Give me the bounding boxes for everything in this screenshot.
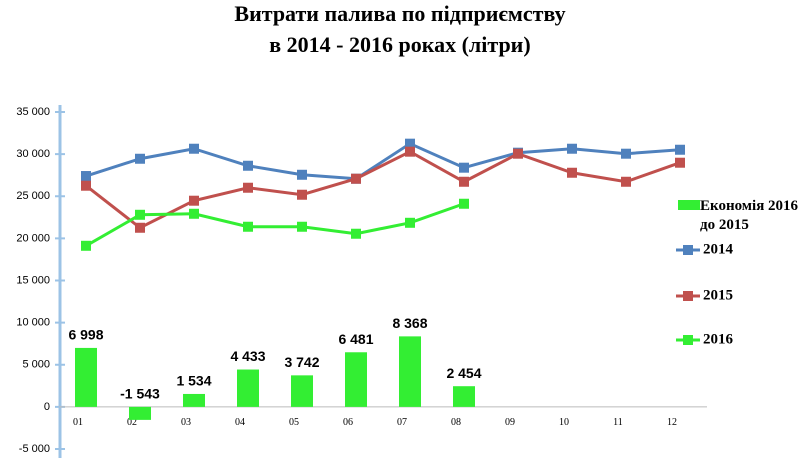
point <box>135 209 145 220</box>
y-tick-label: 35 000 <box>16 106 50 118</box>
x-tick-label: 12 <box>667 417 677 428</box>
y-tick-label: -5 000 <box>19 443 50 455</box>
data-label: -1 543 <box>120 386 160 402</box>
legend-marker <box>683 245 693 255</box>
data-label: 6 481 <box>338 331 373 347</box>
bar <box>291 375 313 407</box>
point <box>567 167 577 178</box>
point <box>297 221 307 232</box>
line <box>85 141 681 181</box>
point <box>459 162 469 173</box>
point <box>459 198 469 209</box>
point <box>513 148 523 159</box>
x-tick-label: 04 <box>235 417 245 428</box>
legend-label: 2015 <box>703 287 733 303</box>
x-tick-label: 05 <box>289 417 299 428</box>
line <box>85 202 465 248</box>
point <box>621 148 631 159</box>
x-tick-label: 06 <box>343 417 353 428</box>
y-tick-label: 0 <box>44 401 50 413</box>
bar <box>345 352 367 407</box>
legend-marker <box>683 335 693 345</box>
point <box>459 176 469 187</box>
bar <box>129 406 151 420</box>
point <box>405 146 415 157</box>
x-tick-label: 09 <box>505 417 515 428</box>
point <box>675 144 685 155</box>
data-label: 4 433 <box>230 348 265 364</box>
y-tick-label: 20 000 <box>16 232 50 244</box>
data-label: 1 534 <box>176 373 211 389</box>
x-tick-label: 02 <box>127 417 137 428</box>
data-label: 6 998 <box>68 327 103 343</box>
point <box>351 228 361 239</box>
point <box>189 143 199 154</box>
point <box>135 153 145 164</box>
point <box>351 173 361 184</box>
bar <box>75 347 97 407</box>
point <box>567 143 577 154</box>
y-tick-label: 25 000 <box>16 190 50 202</box>
point <box>675 157 685 168</box>
data-label: 3 742 <box>284 354 319 370</box>
legend-marker <box>683 291 693 301</box>
data-label: 8 368 <box>392 315 427 331</box>
point <box>297 169 307 180</box>
y-tick-label: 10 000 <box>16 317 50 329</box>
point <box>621 176 631 187</box>
point <box>189 195 199 206</box>
x-tick-label: 03 <box>181 417 191 428</box>
data-label: 2 454 <box>446 365 481 381</box>
legend-label: 2016 <box>703 331 734 347</box>
line <box>85 149 681 230</box>
x-tick-label: 07 <box>397 417 407 428</box>
point <box>405 217 415 228</box>
legend-label: Економія 2016 до 2015 <box>700 198 799 233</box>
x-tick-label: 11 <box>613 417 623 428</box>
legend-label: 2014 <box>703 241 734 257</box>
point <box>81 171 91 182</box>
y-tick-label: 15 000 <box>16 274 50 286</box>
point <box>405 138 415 149</box>
x-tick-label: 08 <box>451 417 461 428</box>
point <box>189 208 199 219</box>
point <box>81 240 91 251</box>
bar <box>237 369 259 407</box>
chart-subtitle: в 2014 - 2016 роках (літри) <box>269 32 530 57</box>
point <box>297 189 307 200</box>
bar <box>183 393 205 407</box>
bar <box>399 336 421 407</box>
y-tick-label: 5 000 <box>22 359 50 371</box>
bar <box>453 386 475 407</box>
point <box>243 221 253 232</box>
x-tick-label: 10 <box>559 417 569 428</box>
point <box>243 182 253 193</box>
y-tick-label: 30 000 <box>16 148 50 160</box>
point <box>81 180 91 191</box>
point <box>135 222 145 233</box>
legend-swatch <box>678 200 700 210</box>
point <box>243 160 253 171</box>
chart-title: Витрати палива по підприємству <box>234 1 565 26</box>
x-tick-label: 01 <box>73 417 83 428</box>
